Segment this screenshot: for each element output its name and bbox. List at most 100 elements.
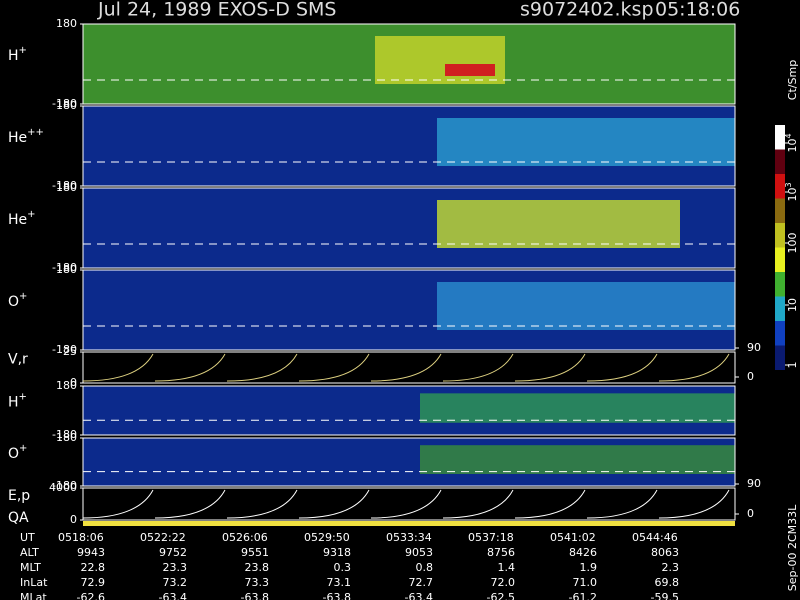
qa-bar <box>83 521 735 526</box>
footer: Sep-00 2CM33L <box>786 504 799 591</box>
colorbar-segment <box>775 272 785 297</box>
ephemeris-value: 0533:34 <box>386 531 432 544</box>
ephemeris-value: 0529:50 <box>304 531 350 544</box>
file-name: s9072402.ksp <box>520 0 654 21</box>
ephemeris-value: 0518:06 <box>58 531 104 544</box>
ephemeris-value: 0541:02 <box>550 531 596 544</box>
panel-label: E,p <box>8 488 30 504</box>
ephemeris-value: 73.1 <box>327 576 352 589</box>
panel-peak <box>445 64 495 76</box>
y-tick-label: 4000 <box>49 481 77 494</box>
panel-label-text: E,p <box>8 488 30 504</box>
ephemeris-value: 23.3 <box>163 561 188 574</box>
colorbar-segment <box>775 296 785 321</box>
ephemeris-value: 0537:18 <box>468 531 514 544</box>
panel-label: He++ <box>8 127 44 146</box>
ephemeris-value: 23.8 <box>245 561 270 574</box>
chart-title: Jul 24, 1989 EXOS-D SMS <box>97 0 336 21</box>
y-tick-label: 180 <box>56 379 77 392</box>
y2-tick-label: 0 <box>747 507 754 520</box>
ephemeris-value: 0.8 <box>416 561 434 574</box>
colorbar-tick-exp: 3 <box>784 182 793 187</box>
ephemeris-value: 9551 <box>241 546 269 559</box>
y2-tick-label: 90 <box>747 341 761 354</box>
panel-label-text: H <box>8 395 19 411</box>
ephemeris-value: 2.3 <box>662 561 680 574</box>
panel-label-sup: ++ <box>27 127 44 138</box>
panel-activity <box>437 282 735 330</box>
panel-frame <box>82 23 736 105</box>
panel-label-sup: + <box>19 291 27 302</box>
colorbar-tick-label: 103 <box>784 182 800 201</box>
row-label: MLat <box>20 591 47 600</box>
panel-frame <box>82 385 736 436</box>
y-tick-label: -180 <box>52 428 77 441</box>
ephemeris-value: 73.3 <box>245 576 270 589</box>
panel-label2: QA <box>8 510 29 526</box>
y-tick-label: -180 <box>52 179 77 192</box>
ephemeris-value: -62.5 <box>487 591 515 600</box>
row-label: UT <box>20 531 35 544</box>
panel-label-sup: + <box>19 392 27 403</box>
panel-frame <box>82 351 736 384</box>
panel-label: O+ <box>8 443 27 462</box>
sweep-curve <box>82 489 730 519</box>
colorbar-segment <box>775 149 785 174</box>
time: 05:18:06 <box>655 0 740 21</box>
colorbar-tick-base: 10 <box>786 139 799 153</box>
panel-activity <box>420 393 735 423</box>
sweep-curve <box>82 353 730 382</box>
panel-label-sup: + <box>27 209 35 220</box>
ephemeris-value: -63.8 <box>323 591 351 600</box>
row-label: ALT <box>20 546 39 559</box>
ephemeris-value: 9752 <box>159 546 187 559</box>
ephemeris-value: 0544:46 <box>632 531 678 544</box>
panel-label-text: O <box>8 446 19 462</box>
ephemeris-value: 0526:06 <box>222 531 268 544</box>
panel-frame <box>82 437 736 487</box>
ephemeris-value: 0.3 <box>334 561 352 574</box>
ephemeris-value: 0522:22 <box>140 531 186 544</box>
ephemeris-value: 1.4 <box>498 561 516 574</box>
ephemeris-value: 72.7 <box>409 576 434 589</box>
panel-activity <box>437 118 735 166</box>
y-tick-label: 180 <box>56 181 77 194</box>
panel-label: H+ <box>8 392 27 411</box>
ephemeris-value: 8426 <box>569 546 597 559</box>
panel-label-text: He <box>8 212 27 228</box>
y-tick-label: 25 <box>63 345 77 358</box>
colorbar-segment <box>775 174 785 199</box>
colorbar-tick-label: 10 <box>786 298 799 312</box>
y-tick-label: -180 <box>52 97 77 110</box>
ephemeris-value: -61.2 <box>569 591 597 600</box>
colorbar-tick-label: 104 <box>784 133 800 152</box>
ephemeris-value: -63.4 <box>405 591 433 600</box>
y-tick-label: -180 <box>52 343 77 356</box>
y-tick-label: 0 <box>70 376 77 389</box>
ephemeris-value: 9318 <box>323 546 351 559</box>
y-tick-label: 180 <box>56 17 77 30</box>
ephemeris-value: 72.9 <box>81 576 106 589</box>
panel-label: O+ <box>8 291 27 310</box>
ephemeris-value: 22.8 <box>81 561 106 574</box>
row-label: MLT <box>20 561 41 574</box>
y-tick-label: 180 <box>56 99 77 112</box>
ephemeris-value: -59.5 <box>651 591 679 600</box>
ephemeris-value: 8063 <box>651 546 679 559</box>
panel-frame <box>82 105 736 187</box>
ephemeris-value: -62.6 <box>77 591 105 600</box>
panel-activity <box>420 445 735 474</box>
colorbar-segment <box>775 198 785 223</box>
ephemeris-value: 73.2 <box>163 576 188 589</box>
panel-label-text: V,r <box>8 352 28 368</box>
colorbar-label: Ct/Smp <box>786 60 799 100</box>
colorbar-tick-label: 1 <box>786 362 799 369</box>
ephemeris-value: 9943 <box>77 546 105 559</box>
ephemeris-value: 8756 <box>487 546 515 559</box>
panel-bg <box>83 488 735 520</box>
ephemeris-value: 72.0 <box>491 576 516 589</box>
y-tick-label: -180 <box>52 479 77 492</box>
colorbar-tick-label: 100 <box>786 233 799 254</box>
colorbar-segment <box>775 345 785 370</box>
colorbar-tick-exp: 4 <box>784 133 793 138</box>
